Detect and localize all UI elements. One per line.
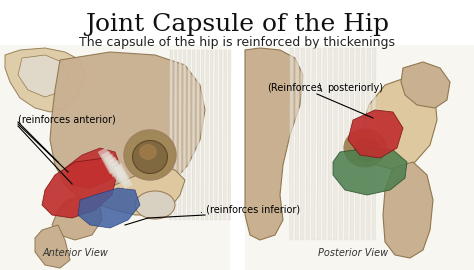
Ellipse shape	[139, 144, 157, 160]
Polygon shape	[110, 160, 130, 186]
Ellipse shape	[354, 138, 380, 162]
Polygon shape	[101, 151, 121, 177]
Polygon shape	[192, 50, 195, 220]
Polygon shape	[0, 45, 230, 270]
Polygon shape	[290, 48, 293, 240]
Polygon shape	[334, 48, 337, 240]
Polygon shape	[210, 50, 213, 220]
Polygon shape	[372, 48, 376, 240]
Polygon shape	[228, 50, 231, 220]
Polygon shape	[201, 50, 204, 220]
Polygon shape	[170, 50, 173, 220]
Polygon shape	[345, 48, 348, 240]
Polygon shape	[363, 78, 437, 170]
Polygon shape	[42, 158, 118, 218]
Polygon shape	[245, 45, 474, 270]
Text: posteriorly): posteriorly)	[327, 83, 383, 93]
Polygon shape	[306, 48, 310, 240]
Polygon shape	[188, 50, 191, 220]
Polygon shape	[295, 48, 299, 240]
Polygon shape	[197, 50, 200, 220]
Polygon shape	[401, 62, 450, 108]
Ellipse shape	[59, 197, 97, 232]
Polygon shape	[183, 50, 186, 220]
Ellipse shape	[344, 129, 386, 167]
Polygon shape	[301, 48, 304, 240]
Polygon shape	[215, 50, 218, 220]
Polygon shape	[350, 48, 354, 240]
Text: Joint Capsule of the Hip: Joint Capsule of the Hip	[85, 13, 389, 36]
Polygon shape	[356, 48, 359, 240]
Polygon shape	[50, 52, 205, 205]
Polygon shape	[328, 48, 332, 240]
Text: Posterior View: Posterior View	[318, 248, 388, 258]
Polygon shape	[65, 148, 120, 188]
Text: . (reinforces inferior): . (reinforces inferior)	[200, 205, 300, 215]
Polygon shape	[361, 48, 365, 240]
Polygon shape	[179, 50, 182, 220]
Ellipse shape	[124, 130, 176, 180]
Ellipse shape	[135, 191, 175, 219]
Polygon shape	[100, 168, 185, 215]
Text: \: \	[319, 83, 322, 93]
Polygon shape	[206, 50, 209, 220]
Text: (Reinforces: (Reinforces	[267, 83, 322, 93]
Text: Anterior View: Anterior View	[42, 248, 108, 258]
Polygon shape	[78, 188, 140, 228]
Ellipse shape	[133, 140, 167, 174]
Polygon shape	[107, 157, 127, 183]
Polygon shape	[317, 48, 321, 240]
Polygon shape	[224, 50, 227, 220]
Polygon shape	[322, 48, 327, 240]
Text: (reinforces anterior): (reinforces anterior)	[18, 115, 116, 125]
Polygon shape	[311, 48, 316, 240]
Polygon shape	[333, 148, 407, 195]
Polygon shape	[245, 48, 303, 240]
Polygon shape	[366, 48, 371, 240]
Polygon shape	[35, 225, 70, 268]
Polygon shape	[52, 198, 102, 240]
Polygon shape	[219, 50, 222, 220]
Polygon shape	[348, 110, 403, 158]
Polygon shape	[113, 163, 133, 189]
Polygon shape	[18, 55, 68, 97]
Polygon shape	[174, 50, 177, 220]
Polygon shape	[104, 154, 124, 180]
Polygon shape	[339, 48, 343, 240]
Polygon shape	[5, 48, 85, 112]
Text: The capsule of the hip is reinforced by thickenings: The capsule of the hip is reinforced by …	[79, 36, 395, 49]
Polygon shape	[98, 148, 118, 174]
Polygon shape	[383, 162, 433, 258]
